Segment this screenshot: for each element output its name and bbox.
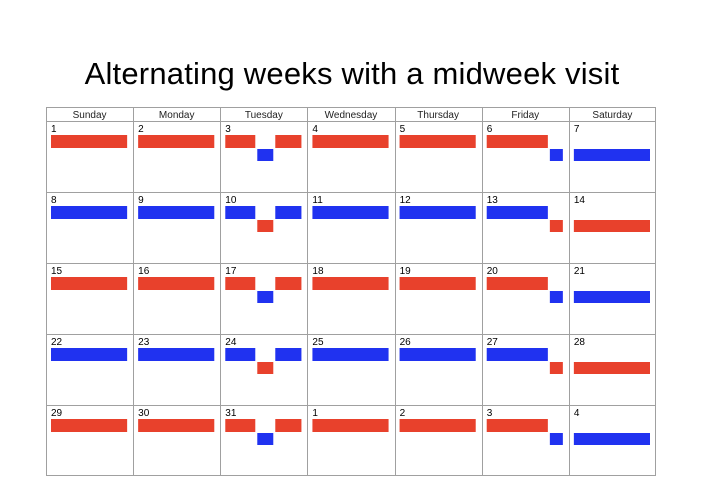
date-number: 16: [138, 266, 150, 277]
date-number: 4: [574, 408, 580, 419]
custody-bar: [275, 135, 302, 148]
calendar-svg: Sunday Monday Tuesday Wednesday Thursday Frid…: [46, 107, 656, 476]
custody-bar: [225, 277, 256, 290]
custody-bar: [225, 206, 256, 219]
weekday-header-wednesday: Wednesday: [325, 110, 378, 121]
custody-bar: [51, 135, 128, 148]
custody-bar: [275, 206, 302, 219]
date-number: 3: [487, 408, 493, 419]
date-number: 19: [400, 266, 412, 277]
custody-bar: [312, 277, 389, 290]
date-number: 12: [400, 195, 412, 206]
custody-bar: [399, 348, 476, 361]
date-number: 24: [225, 337, 237, 348]
custody-bar: [51, 419, 128, 432]
date-number: 11: [312, 195, 323, 206]
date-number: 6: [487, 124, 493, 135]
custody-bar: [573, 149, 650, 161]
date-number: 1: [312, 408, 318, 419]
date-number: 8: [51, 195, 57, 206]
date-number: 13: [487, 195, 499, 206]
handover-bar: [549, 149, 563, 161]
date-number: 23: [138, 337, 150, 348]
midweek-visit-bar: [257, 362, 274, 374]
midweek-visit-bar: [257, 149, 274, 161]
date-number: 17: [225, 266, 237, 277]
custody-bar: [573, 291, 650, 303]
custody-bar: [51, 348, 128, 361]
handover-bar: [549, 220, 563, 232]
custody-bar: [138, 277, 215, 290]
handover-bar: [549, 362, 563, 374]
date-number: 22: [51, 337, 63, 348]
custody-bar: [486, 135, 548, 148]
handover-bar: [549, 291, 563, 303]
date-number: 25: [312, 337, 324, 348]
date-number: 1: [51, 124, 57, 135]
date-number: 29: [51, 408, 63, 419]
custody-bar: [51, 206, 128, 219]
date-number: 15: [51, 266, 63, 277]
calendar-border: [46, 107, 656, 476]
custody-bar: [51, 277, 128, 290]
custody-bar: [399, 419, 476, 432]
date-number: 26: [400, 337, 412, 348]
date-number: 21: [574, 266, 586, 277]
date-number: 18: [312, 266, 324, 277]
date-number: 3: [225, 124, 231, 135]
custody-bar: [225, 419, 256, 432]
custody-bar: [573, 362, 650, 374]
date-number: 28: [574, 337, 586, 348]
custody-bar: [312, 135, 389, 148]
date-number: 10: [225, 195, 237, 206]
date-number: 31: [225, 408, 237, 419]
weekday-header-sunday: Sunday: [73, 110, 107, 121]
handover-bar: [549, 433, 563, 445]
custody-bar: [275, 419, 302, 432]
date-number: 5: [400, 124, 406, 135]
midweek-visit-bar: [257, 433, 274, 445]
custody-bar: [138, 135, 215, 148]
calendar-title: Alternating weeks with a midweek visit: [84, 56, 620, 91]
date-number: 2: [400, 408, 406, 419]
custody-bar: [486, 419, 548, 432]
weekday-header-friday: Friday: [511, 110, 539, 121]
date-number: 2: [138, 124, 144, 135]
custody-bar: [486, 206, 548, 219]
custody-bar: [275, 348, 302, 361]
custody-bar: [225, 135, 256, 148]
custody-bar: [225, 348, 256, 361]
weekday-header-tuesday: Tuesday: [245, 110, 283, 121]
midweek-visit-bar: [257, 220, 274, 232]
custody-bar: [399, 206, 476, 219]
custody-bar: [312, 348, 389, 361]
date-number: 4: [312, 124, 318, 135]
custody-bar: [486, 348, 548, 361]
calendar-grid: Sunday Monday Tuesday Wednesday Thursday Frid…: [46, 107, 656, 476]
custody-bar: [399, 135, 476, 148]
custody-bar: [573, 220, 650, 232]
date-number: 9: [138, 195, 144, 206]
date-number: 14: [574, 195, 586, 206]
weekday-header-thursday: Thursday: [417, 110, 459, 121]
custody-bar: [138, 419, 215, 432]
custody-bar: [312, 206, 389, 219]
date-number: 20: [487, 266, 499, 277]
weekday-header-saturday: Saturday: [592, 110, 632, 121]
custody-bar: [138, 206, 215, 219]
date-number: 27: [487, 337, 499, 348]
custody-bar: [312, 419, 389, 432]
custody-bar: [486, 277, 548, 290]
custody-bar: [138, 348, 215, 361]
date-number: 7: [574, 124, 580, 135]
date-number: 30: [138, 408, 150, 419]
custody-bar: [399, 277, 476, 290]
custody-bar: [573, 433, 650, 445]
weekday-header-monday: Monday: [159, 110, 195, 121]
custody-bar: [275, 277, 302, 290]
midweek-visit-bar: [257, 291, 274, 303]
